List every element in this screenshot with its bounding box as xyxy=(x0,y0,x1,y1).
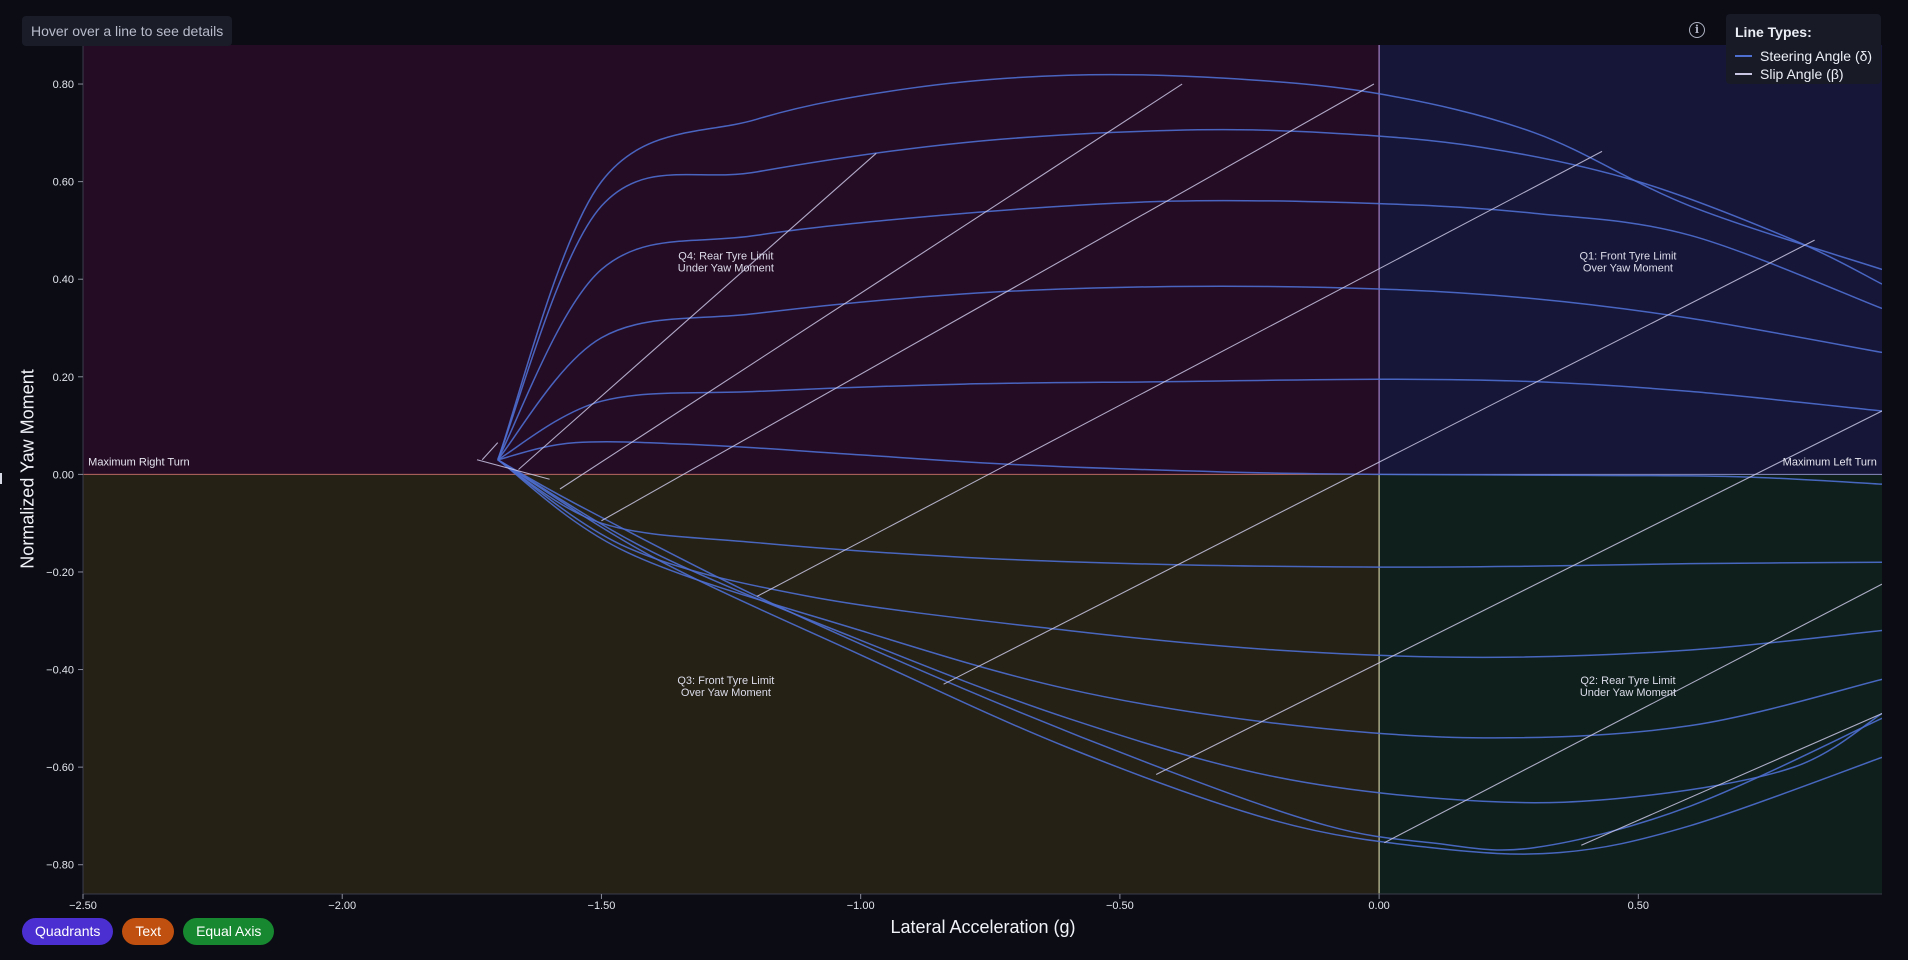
y-axis-label: Normalized Yaw Moment xyxy=(17,369,38,569)
y-tick-label: −0.80 xyxy=(46,860,74,872)
slip-angle-line-22[interactable] xyxy=(481,442,499,461)
quadrant-label-q3: Q3: Front Tyre Limit Over Yaw Moment xyxy=(677,675,774,699)
y-tick-label: −0.40 xyxy=(46,665,74,677)
hover-hint: Hover over a line to see details xyxy=(22,16,233,46)
quadrant-q3 xyxy=(83,474,1380,894)
quadrant-label-q4: Q4: Rear Tyre Limit Under Yaw Moment xyxy=(678,251,774,275)
quadrant-label-q1: Q1: Front Tyre Limit Over Yaw Moment xyxy=(1579,251,1676,275)
steering-angle-line-11[interactable] xyxy=(497,459,1882,855)
slip-angle-line-18[interactable] xyxy=(1155,410,1882,775)
steering-angle-line-5[interactable] xyxy=(497,378,1882,461)
legend-title: Line Types: xyxy=(1735,24,1812,40)
legend: Line Types: Steering Angle (δ) Slip Angl… xyxy=(1726,14,1881,84)
slip-angle-line-14[interactable] xyxy=(559,83,1183,490)
slip-angle-line-17[interactable] xyxy=(943,239,1815,685)
slip-angle-line-15[interactable] xyxy=(601,83,1375,522)
quadrants-toggle-button[interactable]: Quadrants xyxy=(22,918,114,945)
x-tick-label: −0.50 xyxy=(1106,900,1134,912)
y-tick-label: −0.60 xyxy=(46,762,74,774)
slip-angle-line-16[interactable] xyxy=(756,150,1603,597)
slip-line-swatch-icon xyxy=(1735,73,1752,75)
y-tick-label: −0.20 xyxy=(46,567,74,579)
y-tick-label: 0.20 xyxy=(53,372,74,384)
slip-angle-line-21[interactable] xyxy=(476,459,550,480)
x-tick-label: −1.00 xyxy=(847,900,875,912)
legend-label-slip: Slip Angle (β) xyxy=(1760,66,1844,82)
slip-angle-line-13[interactable] xyxy=(518,152,877,470)
slip-angle-line-19[interactable] xyxy=(1384,583,1882,844)
y-tick-label: 0.00 xyxy=(53,469,74,481)
x-tick-label: 0.50 xyxy=(1628,900,1649,912)
quadrant-label-q2: Q2: Rear Tyre Limit Under Yaw Moment xyxy=(1580,675,1676,699)
steering-angle-line-4[interactable] xyxy=(497,285,1882,461)
x-axis-label: Lateral Acceleration (g) xyxy=(890,917,1076,937)
equal-axis-toggle-button[interactable]: Equal Axis xyxy=(183,918,275,945)
y-tick-label: 0.40 xyxy=(53,274,74,286)
text-toggle-button[interactable]: Text xyxy=(122,918,175,945)
steering-angle-line-7[interactable] xyxy=(497,459,1882,568)
quadrant-layer xyxy=(83,45,1882,894)
axis-layer: −2.50 −2.00 −1.50 −1.00 −0.50 0.00 0.50 0.80 0.6… xyxy=(46,45,1882,912)
y-tick-label: 0.80 xyxy=(53,79,74,91)
max-right-turn-label: Maximum Right Turn xyxy=(88,457,189,469)
steering-angle-line-3[interactable] xyxy=(497,199,1882,461)
x-tick-label: −2.00 xyxy=(328,900,356,912)
x-tick-label: −1.50 xyxy=(588,900,616,912)
steering-angle-line-12[interactable] xyxy=(497,459,1882,851)
legend-item-steering[interactable]: Steering Angle (δ) xyxy=(1735,48,1872,64)
steering-angle-line-8[interactable] xyxy=(497,459,1882,659)
quadrant-q4 xyxy=(83,45,1380,475)
legend-item-slip[interactable]: Slip Angle (β) xyxy=(1735,66,1844,82)
x-tick-label: 0.00 xyxy=(1368,900,1389,912)
axis-edge-marker xyxy=(0,473,2,484)
series-layer[interactable] xyxy=(476,73,1882,855)
text-layer: Q1: Front Tyre Limit Over Yaw Moment Q2: R… xyxy=(88,251,1877,699)
steering-angle-line-1[interactable] xyxy=(497,73,1882,461)
steering-line-swatch-icon xyxy=(1735,55,1752,57)
x-tick-label: −2.50 xyxy=(69,900,97,912)
steering-angle-line-10[interactable] xyxy=(497,459,1882,804)
max-left-turn-label: Maximum Left Turn xyxy=(1783,457,1877,469)
steering-angle-line-6[interactable] xyxy=(497,440,1882,485)
steering-angle-line-9[interactable] xyxy=(497,459,1882,739)
info-circle-icon[interactable]: i xyxy=(1689,22,1705,38)
legend-label-steering: Steering Angle (δ) xyxy=(1760,48,1873,64)
steering-angle-line-2[interactable] xyxy=(497,128,1882,461)
chart-controls: Quadrants Text Equal Axis xyxy=(22,918,275,945)
slip-angle-line-20[interactable] xyxy=(1581,712,1882,846)
y-tick-label: 0.60 xyxy=(53,177,74,189)
